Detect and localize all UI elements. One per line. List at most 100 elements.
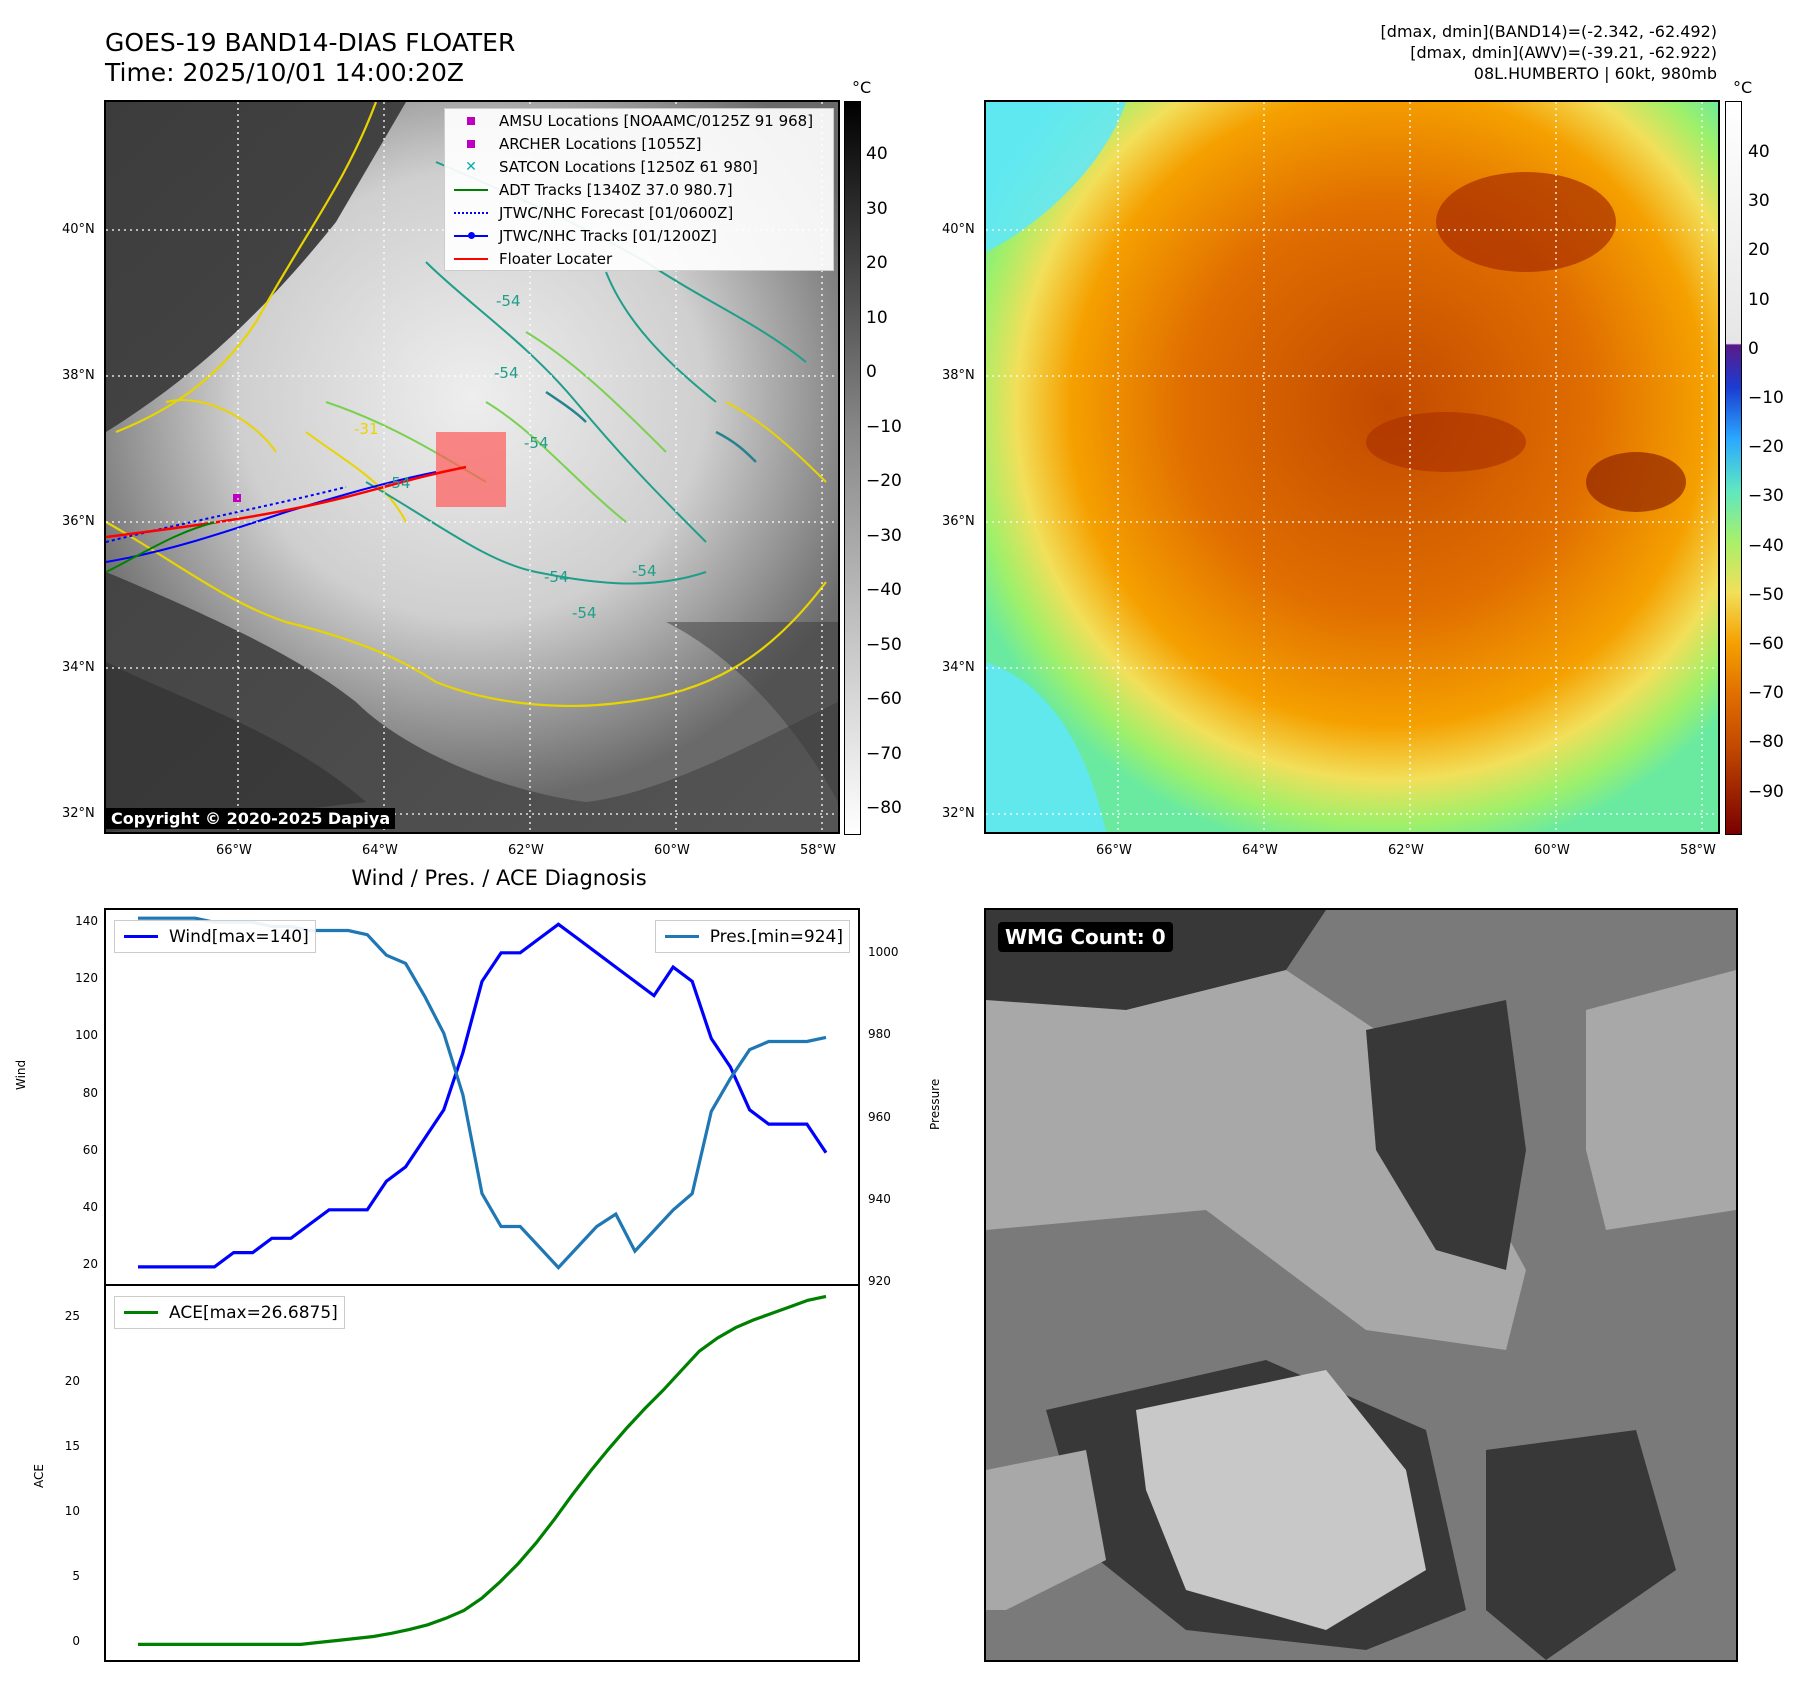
legend-entry-archer: ARCHER Locations [1055Z] — [445, 132, 833, 155]
wind-tick-label: 40 — [82, 1199, 98, 1214]
contour-label: -54 — [544, 568, 569, 586]
line-dot-icon — [451, 232, 491, 239]
lon-label: 66°W — [1096, 843, 1132, 858]
colorbar-tick-label: −80 — [1748, 732, 1784, 753]
solid-line-icon — [451, 257, 491, 260]
colorbar-tick-label: −50 — [866, 634, 902, 655]
copyright-badge: Copyright © 2020-2025 Dapiya — [106, 808, 396, 829]
colorbar-tick-label: 0 — [1748, 338, 1759, 359]
lon-label: 66°W — [216, 843, 252, 858]
legend-entry-forecast: JTWC/NHC Forecast [01/0600Z] — [445, 201, 833, 224]
wind-tick-label: 80 — [82, 1085, 98, 1100]
legend-entry-amsu: AMSU Locations [NOAAMC/0125Z 91 968] — [445, 109, 833, 132]
wmg-panel: WMG Count: 0 — [984, 908, 1738, 1662]
lon-label: 58°W — [1680, 843, 1716, 858]
legend-entry-adt: ADT Tracks [1340Z 37.0 980.7] — [445, 178, 833, 201]
lon-label: 60°W — [654, 843, 690, 858]
colorbar-tick-label: −20 — [1748, 437, 1784, 458]
lat-label: 34°N — [942, 660, 975, 675]
awv-map-image — [986, 102, 1718, 832]
lat-label: 34°N — [62, 660, 95, 675]
lon-label: 64°W — [362, 843, 398, 858]
wind-tick-label: 120 — [75, 971, 98, 986]
pressure-tick-label: 960 — [868, 1109, 891, 1124]
legend-entry-tracks: JTWC/NHC Tracks [01/1200Z] — [445, 224, 833, 247]
wind-tick-label: 100 — [75, 1028, 98, 1043]
contour-label: -54 — [524, 434, 549, 452]
colorbar-tick-label: −10 — [866, 416, 902, 437]
colorbar-tick-label: −70 — [1748, 683, 1784, 704]
solid-line-icon — [451, 188, 491, 191]
contour-label: -54 — [572, 604, 597, 622]
wind-tick-label: 20 — [82, 1256, 98, 1271]
colorbar-tick-label: 0 — [866, 362, 877, 382]
awv-map-panel — [984, 100, 1720, 834]
lat-label: 40°N — [62, 222, 95, 237]
ace-tick-label: 25 — [64, 1308, 80, 1323]
ace-tick-label: 0 — [72, 1634, 80, 1649]
colorbar-tick-label: −30 — [866, 525, 902, 546]
pressure-tick-label: 920 — [868, 1274, 891, 1288]
lon-label: 62°W — [1388, 843, 1424, 858]
wind-tick-label: 140 — [75, 914, 98, 929]
contour-label: -54 — [496, 292, 521, 310]
colorbar-tick-label: 10 — [866, 307, 888, 328]
colorbar-tick-label: 40 — [1748, 142, 1770, 162]
solid-line-icon — [121, 1311, 161, 1314]
awv-colorbar — [1725, 101, 1742, 835]
lat-label: 32°N — [942, 806, 975, 821]
colorbar-tick-label: 30 — [866, 198, 888, 219]
lon-label: 62°W — [508, 843, 544, 858]
pressure-tick-label: 980 — [868, 1027, 891, 1042]
x-marker-icon: ✕ — [465, 158, 477, 175]
contour-label: -54 — [494, 364, 519, 382]
lat-label: 36°N — [942, 514, 975, 529]
colorbar-tick-label: −60 — [1748, 634, 1784, 654]
wind-legend: Wind[max=140] — [114, 920, 316, 953]
lat-label: 36°N — [62, 514, 95, 529]
colorbar-tick-label: −50 — [1748, 584, 1784, 605]
colorbar-tick-label: −60 — [866, 689, 902, 709]
dotted-line-icon — [451, 211, 491, 214]
colorbar-tick-label: −70 — [866, 743, 902, 764]
lat-label: 38°N — [62, 368, 95, 383]
colorbar-tick-label: 30 — [1748, 191, 1770, 212]
wind-axis-label: Wind — [14, 1059, 28, 1090]
map-legend: AMSU Locations [NOAAMC/0125Z 91 968] ARC… — [444, 108, 834, 271]
colorbar-tick-label: −40 — [1748, 535, 1784, 556]
ace-tick-label: 20 — [64, 1373, 80, 1388]
contour-label: -31 — [354, 420, 379, 438]
band14-map-panel: -54 -31 -54 -54 -54 -54 -54 -54 AMSU Loc… — [104, 100, 840, 834]
legend-entry-satcon: ✕ SATCON Locations [1250Z 61 980] — [445, 155, 833, 178]
lat-label: 32°N — [62, 806, 95, 821]
ace-legend: ACE[max=26.6875] — [114, 1296, 345, 1329]
storm-info: 08L.HUMBERTO | 60kt, 980mb — [1473, 64, 1717, 83]
colorbar-tick-label: −10 — [1748, 388, 1784, 408]
ace-tick-label: 15 — [64, 1438, 80, 1453]
wind-tick-label: 60 — [82, 1142, 98, 1157]
colorbar-tick-label: −90 — [1748, 781, 1784, 802]
ace-axis-label: ACE — [32, 1464, 46, 1488]
colorbar-tick-label: −40 — [866, 580, 902, 600]
pressure-series-line — [138, 916, 827, 1270]
square-marker-icon — [451, 139, 491, 148]
contour-label: -54 — [632, 562, 657, 580]
pressure-legend: Pres.[min=924] — [654, 920, 850, 953]
wind-pressure-chart: Wind[max=140] Pres.[min=924] — [104, 908, 860, 1286]
pressure-axis-label: Pressure — [928, 1078, 942, 1130]
legend-entry-wind: Wind[max=140] — [115, 925, 315, 948]
legend-entry-ace: ACE[max=26.6875] — [115, 1301, 344, 1324]
wmg-count-badge: WMG Count: 0 — [998, 922, 1173, 952]
wind-pressure-plot — [138, 916, 828, 1270]
legend-entry-pressure: Pres.[min=924] — [656, 925, 849, 948]
ace-plot — [138, 1294, 827, 1646]
colorbar-tick-label: −30 — [1748, 486, 1784, 507]
ace-tick-label: 5 — [72, 1569, 80, 1584]
stat-band14: [dmax, dmin](BAND14)=(-2.342, -62.492) — [1380, 22, 1717, 41]
lon-label: 58°W — [800, 843, 836, 858]
ace-chart: ACE[max=26.6875] — [104, 1284, 860, 1662]
colorbar-tick-label: 40 — [866, 144, 888, 164]
ace-tick-label: 10 — [64, 1504, 80, 1519]
colorbar-tick-label: 10 — [1748, 289, 1770, 310]
pressure-tick-label: 1000 — [868, 945, 899, 960]
